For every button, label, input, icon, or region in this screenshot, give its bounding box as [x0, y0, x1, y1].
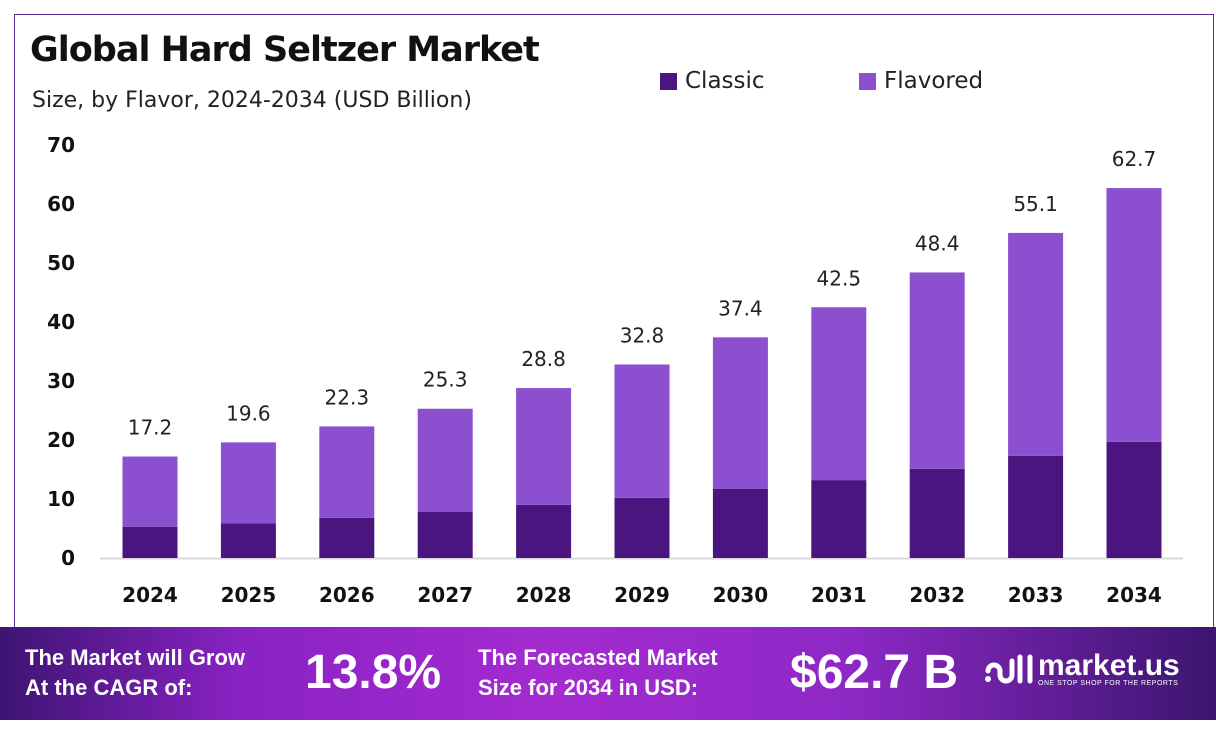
data-label-total-2024: 17.2 — [128, 416, 173, 440]
bar-classic-2031 — [811, 480, 867, 558]
data-label-total-2032: 48.4 — [915, 231, 960, 255]
y-tick-label: 50 — [47, 251, 75, 275]
x-tick-label: 2031 — [811, 583, 867, 607]
logo-name: market.us — [1038, 648, 1180, 682]
bar-classic-2024 — [122, 526, 178, 558]
bar-flavored-2024 — [122, 456, 178, 527]
x-tick-label: 2028 — [516, 583, 572, 607]
bar-classic-2032 — [909, 468, 965, 558]
market-us-logo-icon — [985, 654, 1033, 684]
y-tick-label: 30 — [47, 369, 75, 393]
bar-flavored-2030 — [712, 337, 768, 489]
x-tick-label: 2032 — [909, 583, 965, 607]
x-tick-label: 2033 — [1008, 583, 1064, 607]
bar-classic-2034 — [1106, 441, 1162, 558]
data-label-total-2027: 25.3 — [423, 368, 468, 392]
bar-classic-2026 — [319, 517, 375, 558]
logo-tagline: ONE STOP SHOP FOR THE REPORTS — [1038, 679, 1179, 687]
y-tick-label: 40 — [47, 310, 75, 334]
y-tick-label: 10 — [47, 487, 75, 511]
data-label-total-2029: 32.8 — [620, 323, 665, 347]
bar-flavored-2033 — [1008, 232, 1064, 456]
y-tick-label: 20 — [47, 428, 75, 452]
data-label-total-2034: 62.7 — [1112, 147, 1157, 171]
market-us-logo: market.us ONE STOP SHOP FOR THE REPORTS — [982, 649, 1180, 689]
y-tick-label: 70 — [47, 133, 75, 157]
bar-classic-2029 — [614, 497, 670, 558]
legend-swatch-flavored — [859, 72, 876, 90]
bar-chart: 01020304050607017.2202419.6202522.320262… — [47, 133, 1183, 607]
chart-subtitle: Size, by Flavor, 2024-2034 (USD Billion) — [32, 88, 472, 113]
x-tick-label: 2030 — [713, 583, 769, 607]
data-label-total-2033: 55.1 — [1013, 192, 1058, 216]
x-tick-label: 2029 — [614, 583, 670, 607]
bar-classic-2033 — [1008, 455, 1064, 558]
cagr-label-line2: At the CAGR of: — [25, 675, 193, 700]
bar-classic-2025 — [220, 523, 276, 558]
bar-flavored-2029 — [614, 364, 670, 498]
footer-banner: The Market will Grow At the CAGR of: 13.… — [0, 627, 1216, 720]
data-label-total-2031: 42.5 — [817, 266, 862, 290]
forecast-value: $62.7 B — [790, 646, 959, 699]
data-label-total-2026: 22.3 — [325, 385, 370, 409]
data-label-total-2030: 37.4 — [718, 296, 763, 320]
data-label-total-2028: 28.8 — [521, 347, 566, 371]
bar-classic-2030 — [712, 488, 768, 558]
bar-flavored-2031 — [811, 307, 867, 481]
bar-flavored-2026 — [319, 426, 375, 518]
bar-flavored-2032 — [909, 272, 965, 469]
x-tick-label: 2024 — [122, 583, 178, 607]
bar-classic-2027 — [417, 511, 473, 558]
legend-label-flavored: Flavored — [884, 68, 984, 94]
legend-item-flavored: Flavored — [859, 68, 983, 94]
x-tick-label: 2027 — [417, 583, 473, 607]
bar-flavored-2028 — [516, 388, 572, 505]
chart-title: Global Hard Seltzer Market — [30, 30, 540, 70]
x-tick-label: 2026 — [319, 583, 375, 607]
x-tick-label: 2025 — [221, 583, 277, 607]
cagr-label-line1: The Market will Grow — [25, 645, 246, 670]
y-tick-label: 60 — [47, 192, 75, 216]
legend-swatch-classic — [660, 72, 677, 90]
bar-flavored-2027 — [417, 408, 473, 512]
legend-label-classic: Classic — [685, 68, 765, 94]
data-label-total-2025: 19.6 — [226, 401, 271, 425]
cagr-value: 13.8% — [305, 646, 442, 699]
bar-flavored-2034 — [1106, 188, 1162, 442]
legend-item-classic: Classic — [660, 68, 765, 94]
forecast-label-line2: Size for 2034 in USD: — [478, 675, 699, 700]
x-tick-label: 2034 — [1106, 583, 1162, 607]
bar-classic-2028 — [516, 504, 572, 558]
forecast-label-line1: The Forecasted Market — [478, 645, 718, 670]
y-tick-label: 0 — [61, 546, 75, 570]
bar-flavored-2025 — [220, 442, 276, 524]
